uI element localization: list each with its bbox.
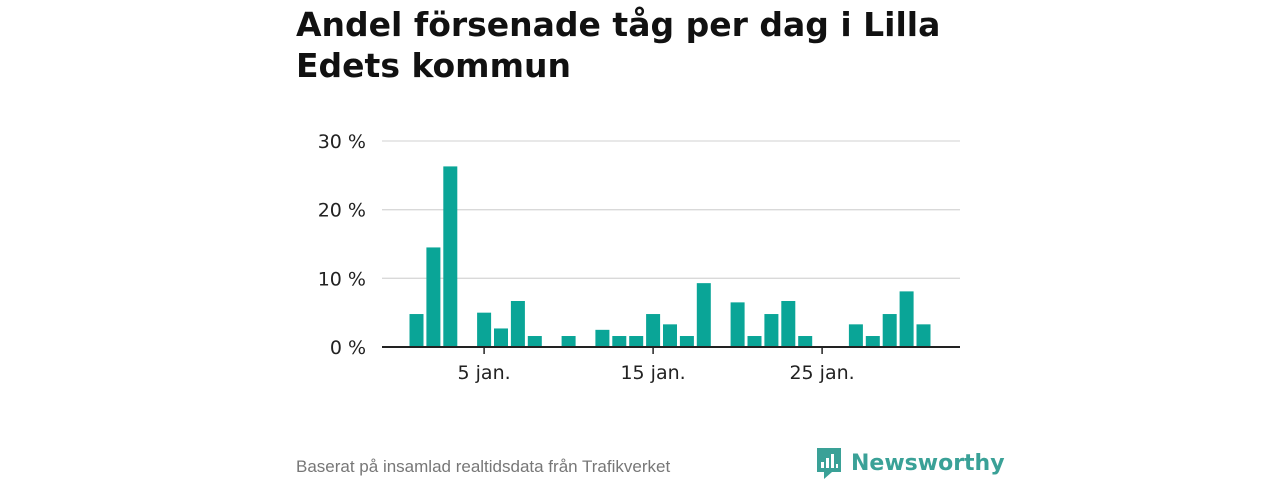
bar-jan-17 bbox=[679, 336, 694, 347]
x-tick-label: 15 jan. bbox=[620, 362, 685, 384]
bar-jan-29 bbox=[882, 314, 897, 347]
chart-title: Andel försenade tåg per dag i Lilla Edet… bbox=[296, 5, 941, 85]
bar-jan-2 bbox=[426, 247, 441, 347]
bar-jan-31 bbox=[916, 324, 931, 347]
bar-jan-23 bbox=[781, 300, 796, 347]
bar-jan-5 bbox=[477, 312, 492, 347]
y-axis-labels: 0 % 10 % 20 % 30 % bbox=[318, 131, 366, 359]
bar-jan-8 bbox=[527, 336, 542, 347]
y-tick-label: 20 % bbox=[318, 200, 366, 222]
bar-jan-3 bbox=[443, 166, 458, 347]
x-axis-labels: 5 jan. 15 jan. 25 jan. bbox=[458, 362, 855, 384]
bar-jan-16 bbox=[663, 324, 677, 347]
bars bbox=[409, 166, 931, 347]
bar-jan-15 bbox=[646, 314, 661, 347]
y-tick-label: 30 % bbox=[318, 131, 366, 153]
source-note: Baserat på insamlad realtidsdata från Tr… bbox=[296, 457, 671, 476]
bar-jan-22 bbox=[764, 314, 779, 347]
x-axis bbox=[382, 346, 960, 354]
bar-jan-21 bbox=[747, 336, 762, 347]
brand-name: Newsworthy bbox=[851, 450, 1005, 476]
bar-jan-24 bbox=[798, 336, 813, 347]
x-tick-label: 25 jan. bbox=[789, 362, 854, 384]
bar-jan-13 bbox=[612, 336, 627, 347]
bar-jan-1 bbox=[409, 314, 424, 347]
bar-jan-14 bbox=[629, 336, 644, 347]
gridlines bbox=[382, 140, 960, 279]
bar-jan-6 bbox=[494, 328, 508, 347]
bar-jan-30 bbox=[899, 291, 914, 347]
y-tick-label: 0 % bbox=[330, 337, 366, 359]
bar-chart: 0 % 10 % 20 % 30 % 5 jan. 15 jan. 25 jan. bbox=[318, 131, 960, 384]
newsworthy-logo-icon bbox=[817, 448, 841, 479]
bar-jan-20 bbox=[730, 302, 745, 347]
bar-jan-18 bbox=[696, 283, 711, 347]
bar-jan-27 bbox=[848, 324, 863, 347]
x-tick-label: 5 jan. bbox=[458, 362, 511, 384]
bar-jan-28 bbox=[865, 336, 880, 347]
y-tick-label: 10 % bbox=[318, 268, 366, 290]
bar-jan-10 bbox=[561, 336, 576, 347]
bar-jan-12 bbox=[595, 329, 610, 347]
newsworthy-logo[interactable]: Newsworthy bbox=[815, 446, 1005, 480]
bar-jan-7 bbox=[510, 300, 525, 347]
